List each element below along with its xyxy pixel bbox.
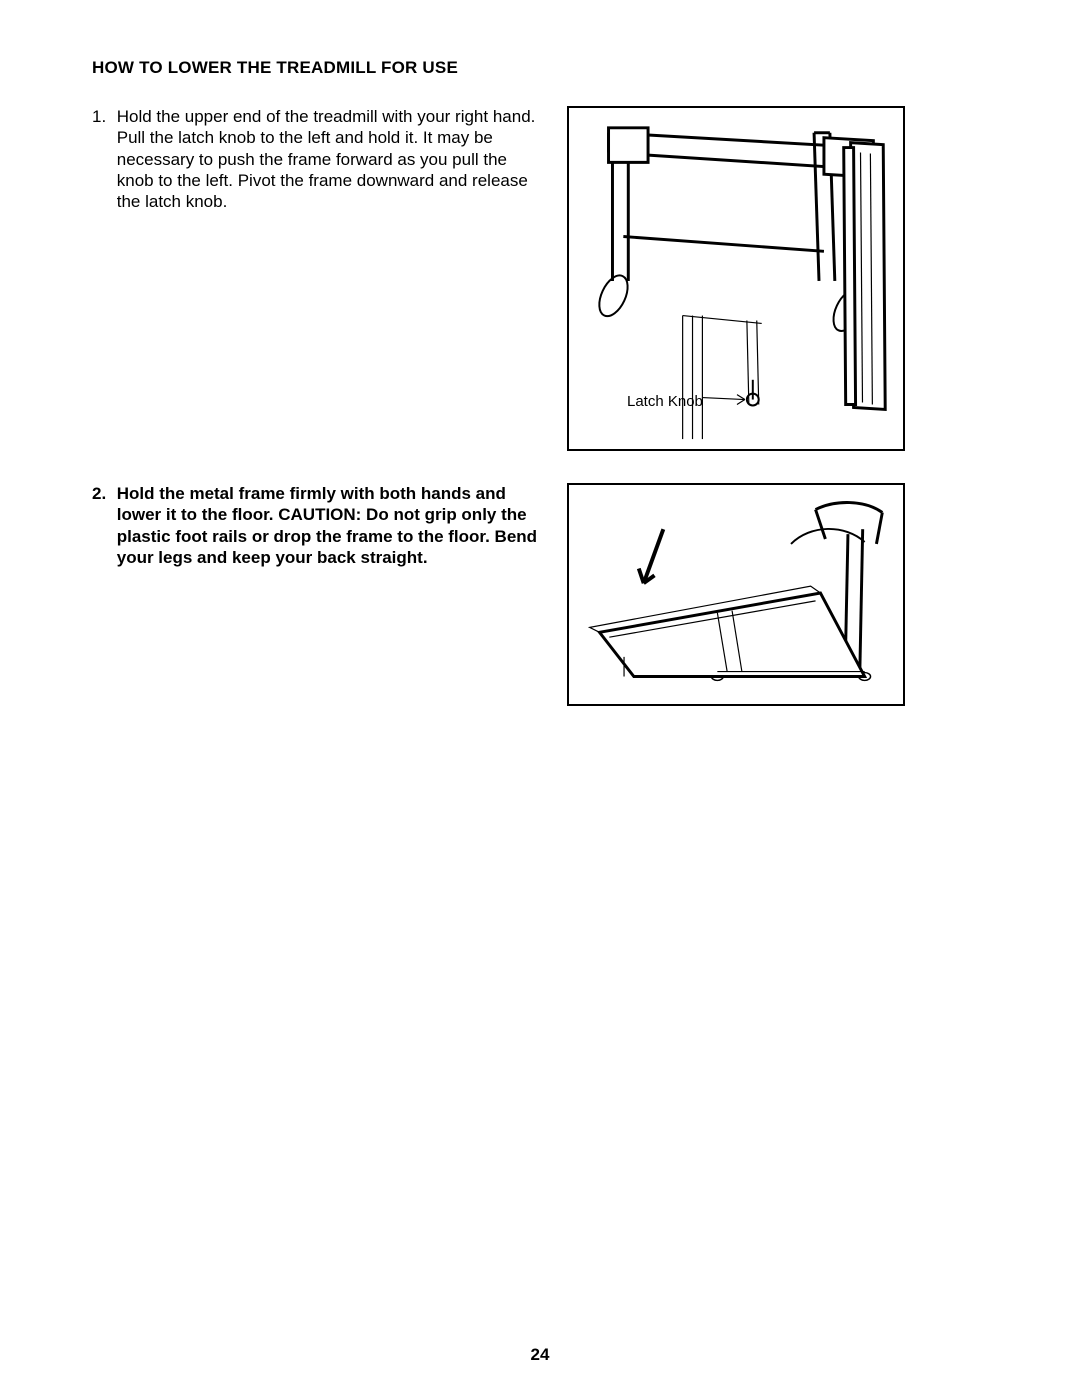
treadmill-folded-icon	[569, 108, 903, 449]
step-2-text: 2. Hold the metal frame firmly with both…	[92, 483, 547, 568]
page-number: 24	[0, 1345, 1080, 1365]
step-2-body: Hold the metal frame firmly with both ha…	[117, 483, 547, 568]
treadmill-lowering-icon	[569, 485, 903, 704]
section-heading: HOW TO LOWER THE TREADMILL FOR USE	[92, 58, 988, 78]
figure-1: Latch Knob	[567, 106, 905, 451]
step-1-number: 1.	[92, 106, 112, 127]
figure-2	[567, 483, 905, 706]
step-1-body: Hold the upper end of the treadmill with…	[117, 106, 547, 212]
step-1-text: 1. Hold the upper end of the treadmill w…	[92, 106, 547, 212]
step-2-number: 2.	[92, 483, 112, 504]
manual-page: HOW TO LOWER THE TREADMILL FOR USE 1. Ho…	[0, 0, 1080, 1397]
step-1-row: 1. Hold the upper end of the treadmill w…	[92, 106, 988, 451]
step-2-row: 2. Hold the metal frame firmly with both…	[92, 483, 988, 706]
latch-knob-label: Latch Knob	[627, 393, 703, 410]
